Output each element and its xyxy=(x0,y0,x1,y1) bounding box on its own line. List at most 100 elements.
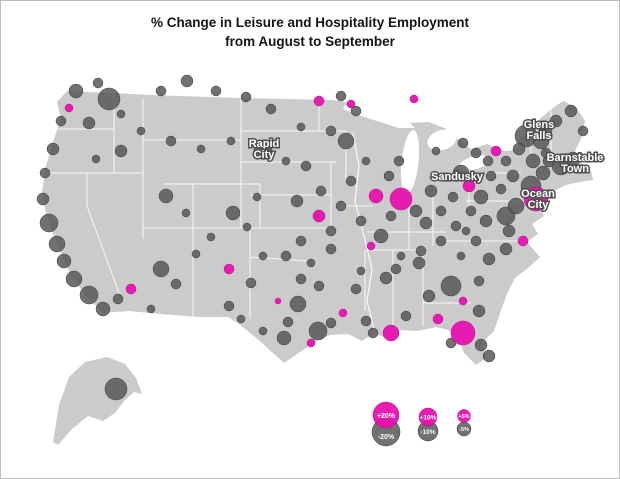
bubble-negative xyxy=(470,235,482,247)
city-labels: Rapid City Glens Falls Barnstable Town S… xyxy=(247,118,605,213)
bubble-negative xyxy=(295,235,307,247)
bubble-negative xyxy=(265,103,277,115)
bubble-negative xyxy=(383,170,395,182)
bubble-negative xyxy=(180,74,194,88)
bubble-negative xyxy=(114,144,128,158)
bubble-negative xyxy=(68,83,84,99)
bubble-negative xyxy=(540,147,552,159)
legend-neg-20-label: -20% xyxy=(378,434,395,441)
bubble-positive xyxy=(125,283,137,295)
bubble-negative xyxy=(361,156,371,166)
legend-pos-20-circle xyxy=(372,401,400,429)
legend-pos-20-label: +20% xyxy=(377,413,396,420)
bubble-negative xyxy=(473,189,489,205)
bubble-negative xyxy=(512,142,526,156)
bubble-negative xyxy=(48,235,66,253)
bubble-negative xyxy=(461,226,471,236)
bubble-negative xyxy=(276,330,292,346)
bubble-negative xyxy=(152,260,170,278)
bubble-positive xyxy=(517,235,529,247)
bubble-negative xyxy=(236,314,246,324)
bubble-negative xyxy=(419,216,433,230)
chart-title-line1: % Change in Leisure and Hospitality Empl… xyxy=(150,15,470,30)
bubble-positive xyxy=(64,103,74,113)
bubble-negative xyxy=(473,275,485,287)
bubble-negative xyxy=(474,338,488,352)
bubble-negative xyxy=(390,263,402,275)
bubble-negative xyxy=(577,125,589,137)
bubble-negative xyxy=(506,169,520,183)
bubble-positive xyxy=(274,297,282,305)
bubble-negative xyxy=(356,266,366,276)
bubble-negative xyxy=(549,114,563,128)
bubble-positive xyxy=(346,99,356,109)
bubble-negative xyxy=(56,253,72,269)
label-sandusky: Sandusky xyxy=(431,171,484,183)
bubble-negative xyxy=(181,208,191,218)
bubble-positive xyxy=(523,186,549,212)
bubble-negative xyxy=(210,85,222,97)
bubble-negative xyxy=(242,222,252,232)
bubble-negative xyxy=(456,251,466,261)
bubble-negative xyxy=(46,142,60,156)
label-glens-falls-line2: Falls xyxy=(526,130,551,142)
bubble-negative xyxy=(325,225,337,237)
bubble-negative xyxy=(379,271,393,285)
bubble-positive xyxy=(312,209,326,223)
bubble-negative xyxy=(289,295,307,313)
bubble-negative xyxy=(223,300,235,312)
bubble-negative xyxy=(281,156,291,166)
label-ocean-city-line2: City xyxy=(528,199,550,211)
bubble-positive xyxy=(338,308,348,318)
bubble-positive xyxy=(306,338,316,348)
bubble-negative xyxy=(564,104,578,118)
bubble-negative xyxy=(424,184,438,198)
bubble-negative xyxy=(308,321,328,341)
legend-item-10: +10% -10% xyxy=(417,407,439,442)
bubble-negative xyxy=(435,205,447,217)
bubble-negative xyxy=(440,275,462,297)
bubble-negative xyxy=(465,205,477,217)
legend-neg-10-label: -10% xyxy=(420,429,435,436)
label-barnstable-line2: Town xyxy=(561,163,589,175)
lake-huron xyxy=(427,129,457,151)
legend-pos-5-circle xyxy=(457,409,471,423)
legend-pos-10-circle xyxy=(418,407,438,427)
bubble-negative xyxy=(360,315,372,327)
bubble-negative xyxy=(435,235,447,247)
legend-pos-10-label: +10% xyxy=(420,415,437,422)
bubble-negative xyxy=(396,251,406,261)
label-rapid-city-line1: Rapid xyxy=(249,138,280,150)
bubble-negative xyxy=(422,289,436,303)
bubble-negative xyxy=(507,197,525,215)
bubble-negative xyxy=(65,270,83,288)
bubble-negative xyxy=(158,188,174,204)
bubble-negative xyxy=(116,109,126,119)
bubble-negative xyxy=(39,213,59,233)
bubble-negative xyxy=(196,144,206,154)
bubble-positive xyxy=(450,320,476,346)
bubble-negative xyxy=(345,175,357,187)
bubble-positive xyxy=(458,296,468,306)
bubble-negative xyxy=(535,165,551,181)
bubble-negative xyxy=(415,245,427,257)
bubble-negative xyxy=(409,204,423,218)
bubble-positive xyxy=(223,263,235,275)
bubble-negative xyxy=(350,105,362,117)
bubble-negative xyxy=(472,304,486,318)
bubble-negative xyxy=(479,214,493,228)
bubble-negative xyxy=(457,137,469,149)
alaska-shape xyxy=(53,357,142,445)
bubble-negative xyxy=(226,136,236,146)
bubble-negative xyxy=(290,194,304,208)
bubble-negative xyxy=(350,283,362,295)
mississippi-river xyxy=(352,132,376,334)
bubble-negative xyxy=(565,151,581,167)
bubble-negative xyxy=(79,285,99,305)
bubble-negative xyxy=(252,192,262,202)
chart-title: % Change in Leisure and Hospitality Empl… xyxy=(1,14,619,52)
bubble-negative xyxy=(155,85,167,97)
bubble-positive xyxy=(368,188,384,204)
legend-item-20: +20% -20% xyxy=(371,401,401,447)
